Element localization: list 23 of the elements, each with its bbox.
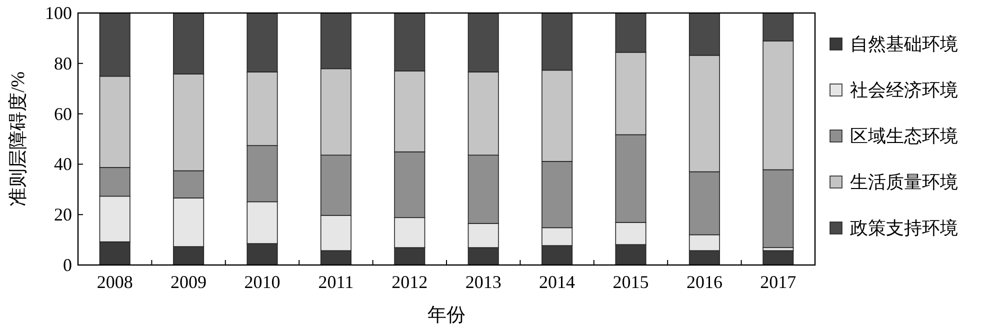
y-tick-label: 100 [45, 3, 72, 23]
y-tick-label: 20 [54, 204, 72, 225]
x-tick-label: 2013 [465, 272, 502, 292]
legend-label: 政策支持环境 [850, 218, 958, 238]
legend-label: 生活质量环境 [850, 172, 958, 192]
y-tick-label: 60 [54, 104, 72, 124]
x-tick-label: 2015 [612, 272, 649, 292]
x-tick-label: 2017 [760, 272, 796, 292]
x-tick-label: 2016 [686, 272, 722, 292]
y-axis-title: 准则层障碍度/% [7, 71, 29, 207]
x-tick-label: 2010 [244, 272, 280, 292]
x-tick-label: 2008 [96, 272, 133, 292]
y-tick-label: 80 [54, 53, 72, 74]
x-tick-label: 2014 [539, 272, 576, 292]
legend-label: 自然基础环境 [850, 34, 958, 54]
x-axis-title: 年份 [428, 305, 466, 326]
y-tick-label: 40 [54, 154, 72, 174]
legend-label: 社会经济环境 [850, 80, 958, 100]
x-tick-label: 2009 [170, 272, 207, 292]
x-tick-label: 2012 [392, 272, 428, 292]
legend-label: 区域生态环境 [850, 126, 958, 146]
y-tick-label: 0 [63, 255, 72, 275]
x-tick-label: 2011 [318, 272, 354, 292]
